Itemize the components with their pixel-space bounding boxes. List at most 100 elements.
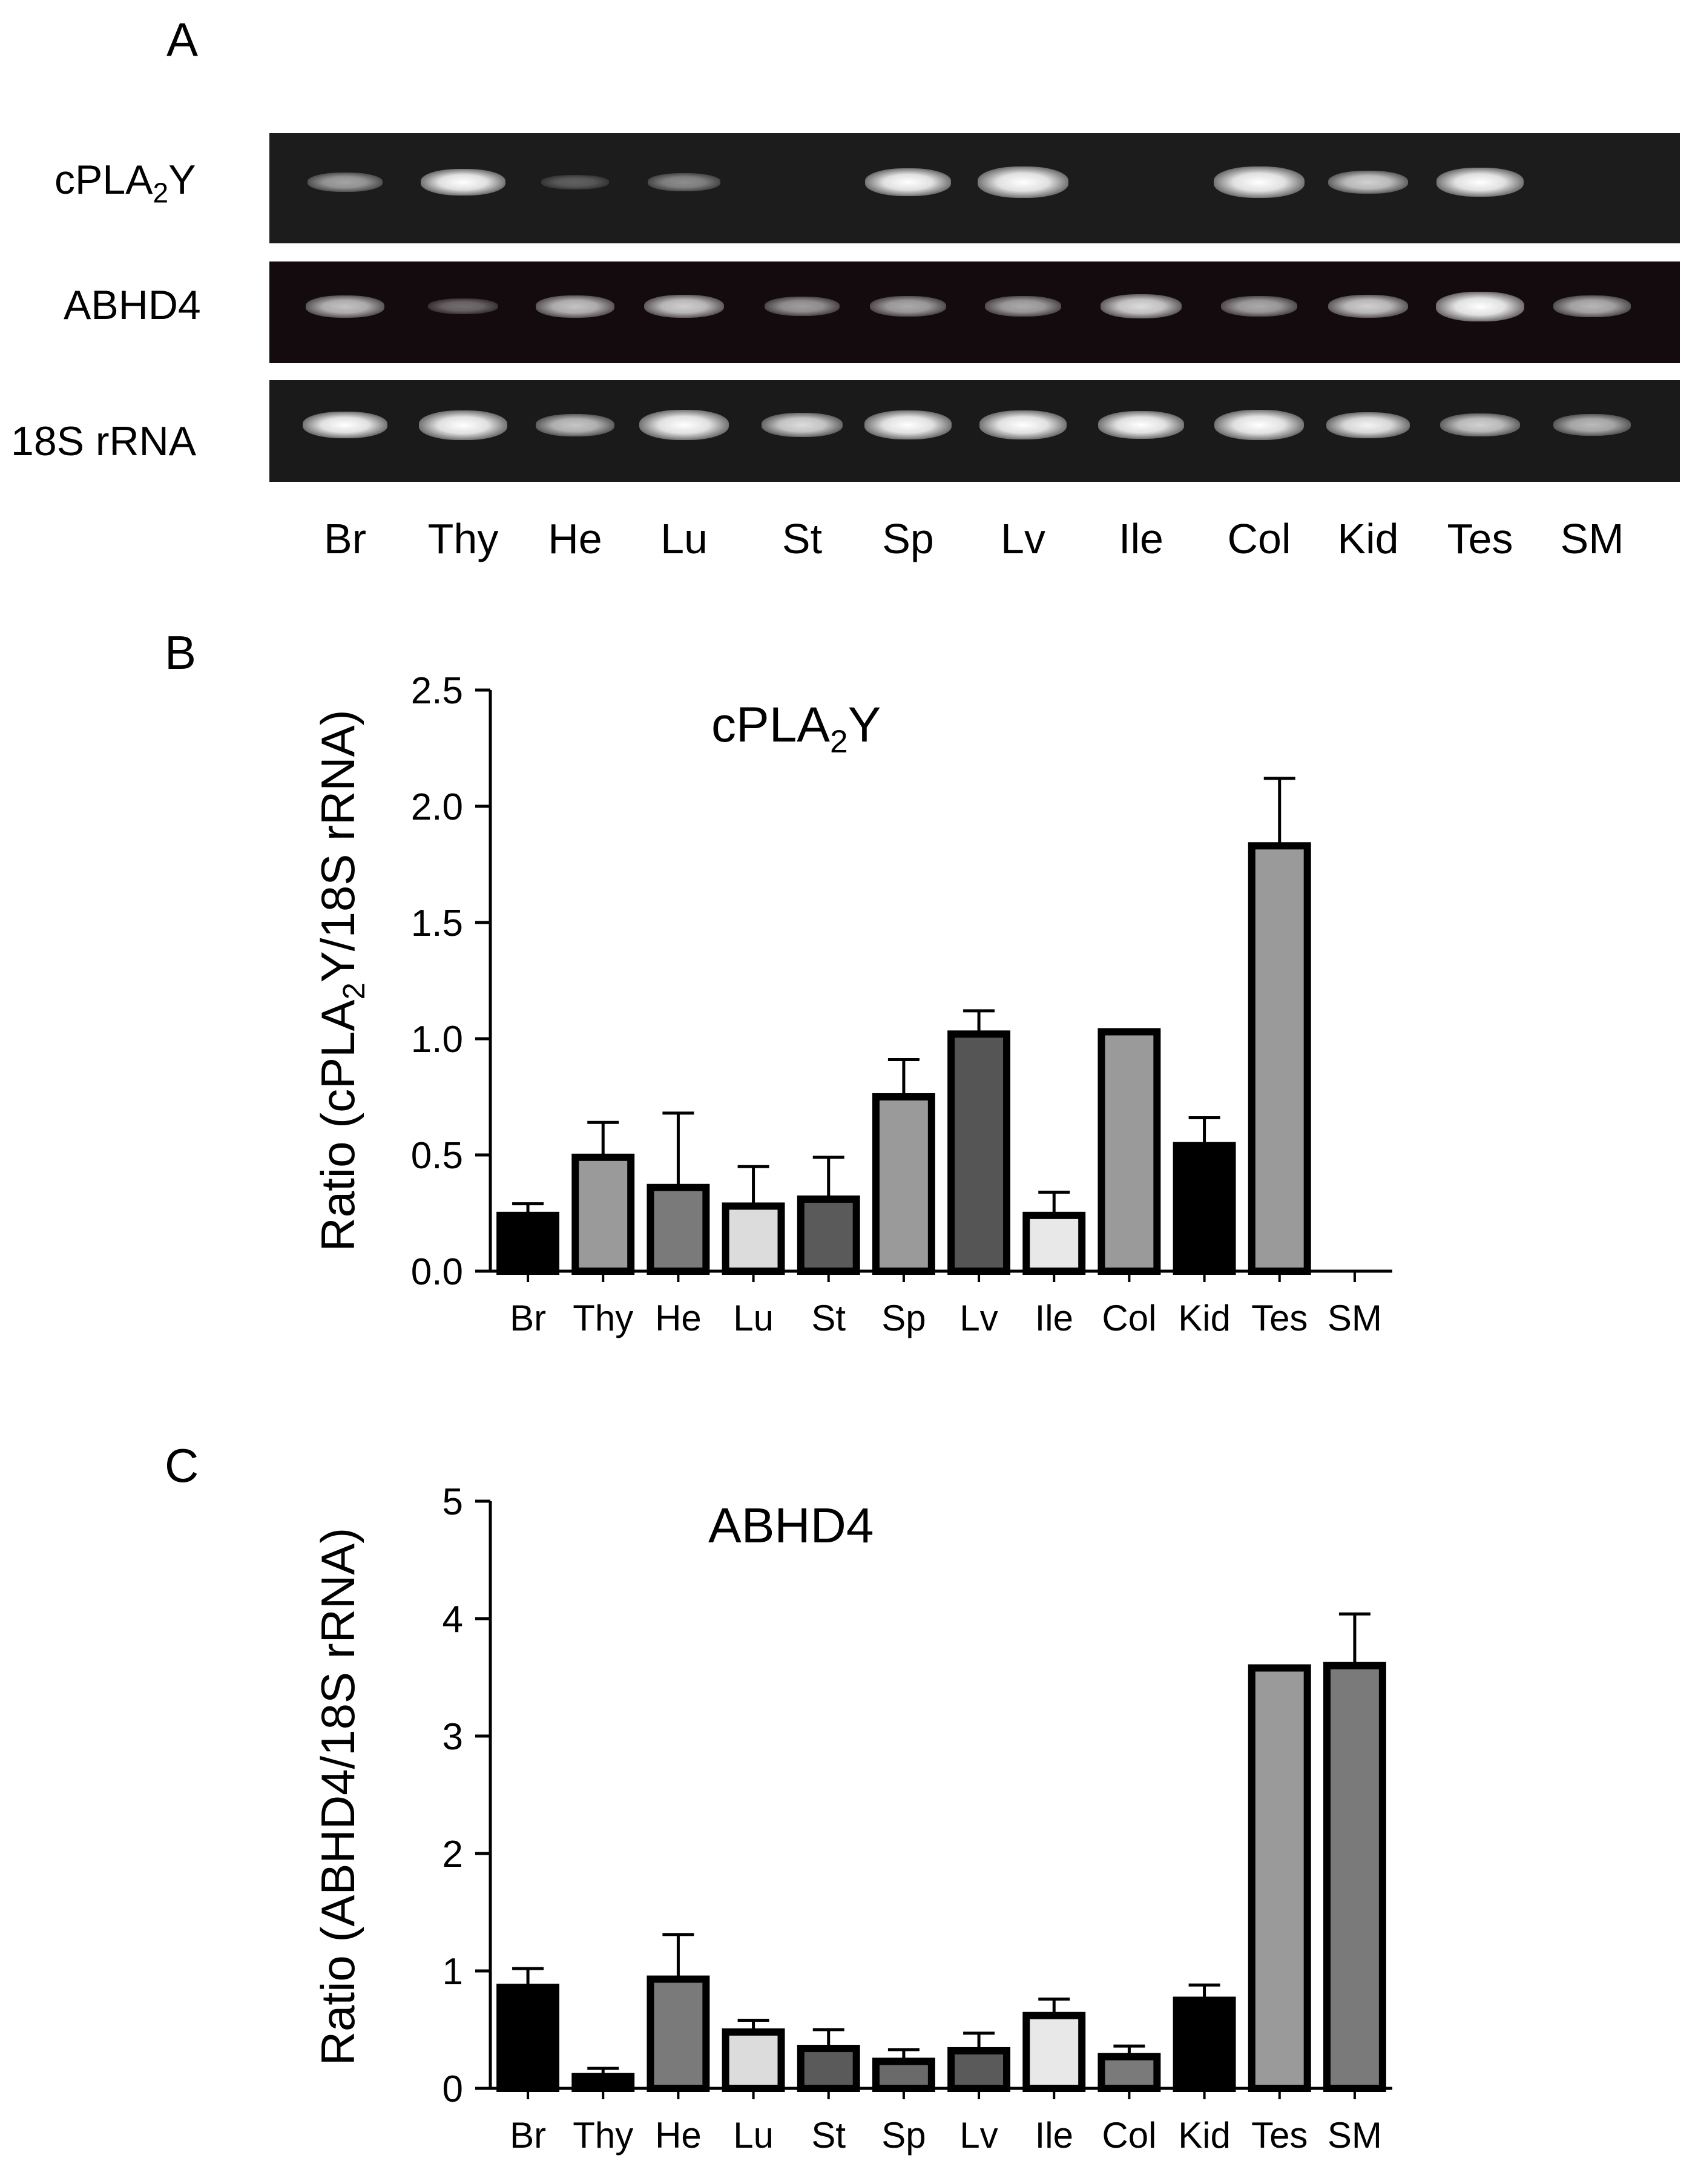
x-tick-label: Br (510, 1298, 546, 1338)
bar (947, 1030, 1011, 1275)
x-tick-label: Thy (573, 2115, 633, 2156)
bar (571, 1153, 635, 1275)
bar (722, 2028, 785, 2093)
bar (1022, 1211, 1086, 1275)
gel-band (865, 168, 951, 196)
y-tick-label: 2 (443, 1834, 463, 1875)
bar (496, 1984, 560, 2092)
lane-label: Br (324, 515, 366, 562)
panel-letter-a: A (166, 13, 199, 66)
panel-letter: C (165, 1439, 199, 1492)
x-tick-label: Sp (881, 2115, 926, 2156)
gel-band (419, 410, 507, 440)
gel-band (1553, 295, 1631, 317)
y-tick-label: 1.5 (411, 903, 463, 944)
gel-band (979, 410, 1067, 439)
gel-band (536, 413, 614, 436)
gel-band (985, 296, 1061, 317)
x-tick-label: Br (510, 2115, 546, 2156)
x-tick-label: Kid (1178, 1298, 1231, 1338)
bar (872, 2057, 935, 2093)
lane-label: Sp (882, 515, 934, 562)
gel-band (1214, 166, 1305, 198)
gel-band (303, 411, 387, 439)
gel-band (421, 168, 505, 196)
lane-label: Col (1227, 515, 1291, 562)
y-tick-label: 1.0 (411, 1019, 463, 1061)
gel-band (648, 173, 720, 191)
y-tick-label: 1 (443, 1951, 463, 1993)
gel-band (1221, 296, 1297, 317)
lane-label: Tes (1447, 515, 1513, 562)
gel-band (1214, 409, 1304, 441)
gel-band (1098, 411, 1184, 439)
y-tick-label: 5 (443, 1481, 463, 1523)
x-tick-label: Tes (1251, 2115, 1308, 2156)
gel-row-label: cPLA2Y (54, 157, 196, 209)
bar (947, 2047, 1011, 2093)
gel-strip (269, 380, 1680, 482)
x-tick-label: SM (1328, 2115, 1382, 2156)
y-tick-label: 4 (443, 1599, 463, 1640)
x-tick-label: Sp (881, 1298, 926, 1338)
x-tick-label: St (811, 1298, 846, 1338)
x-tick-label: SM (1328, 1298, 1382, 1338)
x-tick-label: Lu (733, 1298, 774, 1338)
x-tick-label: Ile (1035, 1298, 1073, 1338)
y-tick-label: 0 (443, 2068, 463, 2110)
lane-label: He (548, 515, 602, 562)
x-tick-label: St (811, 2115, 846, 2156)
bar (797, 1195, 860, 1275)
y-tick-label: 0.5 (411, 1135, 463, 1177)
panel-letter: B (165, 626, 196, 679)
gel-band (428, 298, 498, 315)
bar (496, 1211, 560, 1275)
gel-row-label: ABHD4 (64, 282, 201, 328)
chart-title: cPLA2Y (711, 697, 881, 760)
gel-band (870, 296, 946, 317)
gel-band (644, 294, 724, 318)
lane-label: Ile (1119, 515, 1163, 562)
gel-band (864, 410, 952, 439)
bar (872, 1093, 935, 1275)
bar (1248, 1664, 1311, 2093)
bar (647, 1183, 710, 1275)
gel-band (639, 409, 729, 441)
lane-label: Lu (660, 515, 708, 562)
lane-label: Lv (1001, 515, 1045, 562)
y-tick-label: 3 (443, 1716, 463, 1758)
lane-label: St (782, 515, 823, 562)
bar (1097, 2053, 1161, 2092)
gel-strip (269, 133, 1680, 243)
gel-row-label: 18S rRNA (11, 418, 197, 464)
bar (571, 2073, 635, 2092)
bar (797, 2045, 860, 2093)
gel-band (1436, 291, 1524, 321)
gel-band (1553, 414, 1631, 436)
bar (1173, 1142, 1236, 1275)
chart-b: B 0.0 0.5 1.0 1.5 2.0 2.5 Br Thy He Lu St Sp Lv Ile Col… (165, 626, 1392, 1338)
x-tick-label: Lu (733, 2115, 774, 2156)
gel-strip (269, 261, 1680, 363)
x-tick-label: Lv (959, 1298, 998, 1338)
gel-band (1440, 413, 1520, 437)
bar (722, 1202, 785, 1275)
gel-band (536, 295, 614, 318)
gel-band (762, 413, 843, 437)
gel-band (306, 295, 384, 318)
bar (1248, 842, 1311, 1275)
y-axis-label: Ratio (ABHD4/18S rRNA) (311, 1528, 364, 2066)
bar (1097, 1028, 1161, 1275)
y-tick-label: 2.5 (411, 670, 463, 712)
bar (647, 1975, 710, 2093)
gel-band (1101, 294, 1182, 318)
x-tick-label: Lv (959, 2115, 998, 2156)
gel-band (1326, 412, 1410, 438)
gel-band (308, 172, 383, 192)
x-tick-label: Kid (1178, 2115, 1231, 2156)
y-axis-label: Ratio (cPLA2Y/18S rRNA) (311, 709, 371, 1251)
x-tick-label: Col (1102, 1298, 1156, 1338)
y-tick-label: 0.0 (411, 1251, 463, 1293)
gel-band (1328, 170, 1408, 194)
bar (1022, 2011, 1086, 2092)
